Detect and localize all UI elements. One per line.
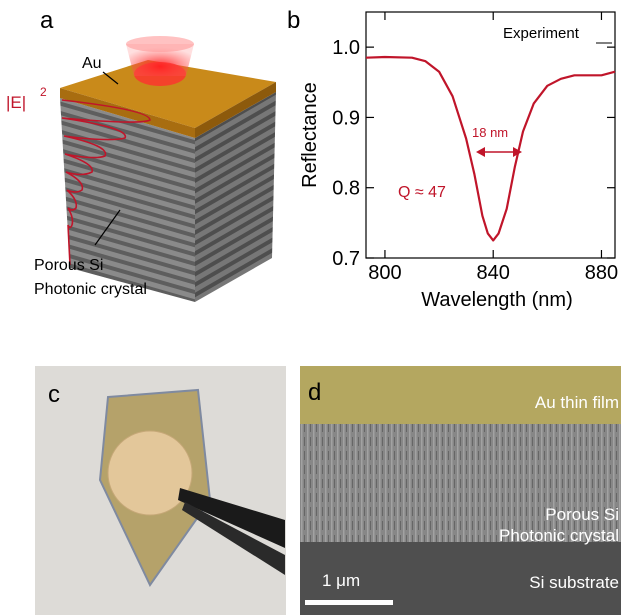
label-au: Au [82, 55, 102, 72]
panel-label: c [48, 381, 60, 408]
panel-a: a Au |E| 2 Porous Si Photonic crystal [6, 7, 276, 302]
layer-label: Photonic crystal [499, 526, 619, 545]
legend-label: Experiment [503, 25, 580, 42]
gold-edge [195, 82, 276, 138]
q-label: Q ≈ 47 [398, 184, 446, 201]
y-tick-label: 0.9 [332, 107, 360, 129]
panel-label: b [287, 7, 300, 34]
layer-label: Au thin film [535, 393, 619, 412]
leader [102, 71, 119, 85]
field-label: |E| [6, 93, 26, 112]
au-layer [300, 366, 621, 424]
panel-d: d Au thin film Porous Si Photonic crysta… [300, 366, 621, 615]
y-axis-title: Reflectance [299, 82, 321, 188]
material-line2: Photonic crystal [34, 281, 147, 298]
x-tick-label: 840 [477, 262, 510, 284]
material-line1: Porous Si [34, 257, 103, 274]
beam [126, 44, 194, 76]
panel-c: c [35, 366, 286, 615]
width-label: 18 nm [472, 125, 508, 140]
leader [94, 209, 121, 246]
y-tick-label: 0.7 [332, 248, 360, 270]
panel-label: d [308, 379, 321, 406]
width-arrow [476, 147, 522, 157]
x-axis-title: Wavelength (nm) [421, 289, 573, 311]
panel-b: b Wavelength (nm) Reflectance Experiment… [287, 7, 618, 311]
field-exponent: 2 [40, 85, 47, 99]
scale-bar [305, 600, 393, 605]
tweezers [182, 502, 285, 575]
porous-layer [300, 424, 621, 542]
cube-side [195, 92, 276, 302]
gold-top [60, 60, 276, 128]
layer-label: Si substrate [529, 573, 619, 592]
field-profile [61, 99, 151, 266]
porous-shade [300, 424, 621, 542]
layer-label: Porous Si [545, 505, 619, 524]
data-line [365, 55, 616, 242]
y-tick-label: 1.0 [332, 37, 360, 59]
y-tick-label: 0.8 [332, 178, 360, 200]
panel-label: a [40, 7, 54, 34]
plot-frame [365, 11, 616, 259]
x-tick-label: 800 [368, 262, 401, 284]
gold-edge [60, 88, 195, 138]
tweezers [178, 488, 285, 548]
scale-bar-label: 1 μm [322, 571, 360, 590]
cube-front [60, 98, 195, 302]
gold-disc [107, 430, 193, 516]
x-tick-label: 880 [585, 262, 618, 284]
beam-top [126, 36, 194, 52]
